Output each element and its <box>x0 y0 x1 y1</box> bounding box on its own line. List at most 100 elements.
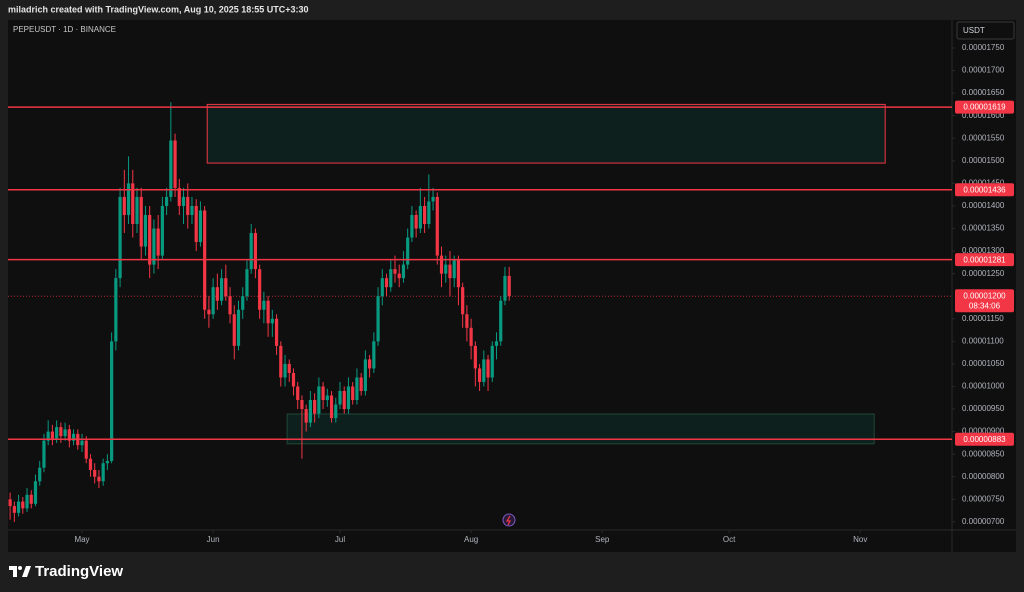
candle-body <box>190 205 194 215</box>
candle-body <box>342 390 346 410</box>
y-tick-label: 0.00000850 <box>962 449 1005 458</box>
y-tick-label: 0.00001250 <box>962 269 1005 278</box>
level-label-bg <box>955 100 1014 114</box>
candle-body <box>29 494 33 504</box>
candle-body <box>507 275 511 297</box>
candle-body <box>503 275 507 301</box>
candle-body <box>279 345 283 378</box>
logo-mark <box>9 566 17 577</box>
x-tick-label: Jul <box>335 535 345 544</box>
brand-logo[interactable]: TradingView <box>9 563 123 580</box>
candle-body <box>8 499 12 507</box>
candle-body <box>448 264 452 279</box>
candle-body <box>363 359 367 391</box>
last-price-label: 0.00001200 <box>963 291 1006 300</box>
candle-body <box>482 359 486 382</box>
candle-body <box>359 377 363 391</box>
candle-body <box>219 278 224 301</box>
level-label-bg <box>955 432 1014 446</box>
candle-body <box>313 400 317 414</box>
candle-body <box>173 140 177 188</box>
candle-body <box>376 296 380 342</box>
candle-body <box>67 429 71 441</box>
candle-body <box>439 255 444 274</box>
y-tick-label: 0.00001100 <box>962 336 1004 345</box>
candle-body <box>105 460 109 464</box>
event-icon-circle <box>502 513 516 527</box>
y-tick-label: 0.00001400 <box>962 201 1005 210</box>
candle-body <box>325 395 329 401</box>
candle-body <box>444 264 448 274</box>
header-text: miladrich created with TradingView.com, … <box>8 4 309 14</box>
candle-body <box>317 386 321 414</box>
candle-body <box>304 409 308 423</box>
candle-body <box>169 140 173 197</box>
candle-body <box>253 233 258 270</box>
y-tick-label: 0.00001550 <box>962 133 1005 142</box>
candle-body <box>296 386 300 401</box>
y-tick-label: 0.00000800 <box>962 472 1005 481</box>
level-label: 0.00001436 <box>963 185 1006 194</box>
y-tick-label: 0.00001600 <box>962 111 1005 120</box>
y-tick-label: 0.00001750 <box>962 43 1005 52</box>
zone <box>206 103 886 164</box>
currency: USDT <box>963 26 985 35</box>
candle-body <box>126 183 131 215</box>
candle-body <box>258 269 262 310</box>
candle-body <box>499 300 503 342</box>
candle-body <box>380 278 384 297</box>
candle-body <box>215 287 219 301</box>
candle-body <box>477 368 482 382</box>
candle-body <box>490 345 494 378</box>
candle-body <box>249 233 253 270</box>
candle-body <box>283 363 287 378</box>
candle-body <box>101 463 105 482</box>
candle-body <box>431 196 435 202</box>
candle-body <box>414 214 418 229</box>
candle-body <box>308 400 313 423</box>
y-tick-label: 0.00001450 <box>962 178 1005 187</box>
candle-body <box>418 205 422 229</box>
candle-body <box>97 476 101 482</box>
y-tick-label: 0.00001650 <box>962 88 1005 97</box>
logo-mark <box>22 566 31 577</box>
x-tick-label: Oct <box>723 535 736 544</box>
candle-body <box>266 300 270 324</box>
x-tick-label: Jun <box>207 535 220 544</box>
candle-body <box>194 205 198 243</box>
candle-body <box>346 386 351 410</box>
logo-dot <box>18 566 22 570</box>
currency-box[interactable] <box>956 21 1015 40</box>
candle-body <box>186 196 190 215</box>
candle-body <box>291 372 296 387</box>
level-label: 0.00000883 <box>963 435 1006 444</box>
candle-body <box>300 400 304 410</box>
candle-body <box>245 269 249 297</box>
candle-body <box>135 196 139 224</box>
candle-body <box>270 318 274 324</box>
candle-body <box>465 314 469 328</box>
candle-body <box>287 363 291 373</box>
x-tick-label: May <box>74 535 89 544</box>
candle-body <box>42 440 46 468</box>
candle-body <box>456 260 461 288</box>
event-icon[interactable] <box>502 513 516 527</box>
y-tick-label: 0.00000700 <box>962 517 1005 526</box>
candle-body <box>224 278 228 297</box>
y-tick-label: 0.00001050 <box>962 359 1005 368</box>
candle-body <box>329 395 334 419</box>
candle-body <box>338 390 342 405</box>
candle-body <box>410 214 414 238</box>
y-tick-label: 0.00001300 <box>962 246 1005 255</box>
candle-body <box>321 386 325 401</box>
candle-body <box>152 228 156 265</box>
candle-body <box>80 440 84 446</box>
candle-body <box>351 386 355 401</box>
x-tick-label: Nov <box>853 535 867 544</box>
level-label: 0.00001281 <box>963 255 1006 264</box>
candle-body <box>355 377 359 401</box>
event-icon-bolt <box>505 515 511 526</box>
candle-body <box>148 214 152 265</box>
candle-body <box>211 287 215 315</box>
